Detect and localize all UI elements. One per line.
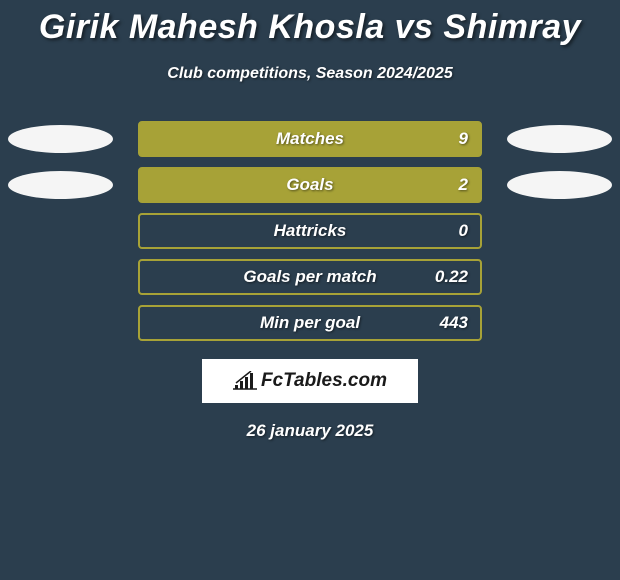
logo-box: FcTables.com bbox=[202, 359, 418, 403]
stat-label: Goals bbox=[286, 175, 333, 195]
stat-label: Min per goal bbox=[260, 313, 360, 333]
stat-label: Matches bbox=[276, 129, 344, 149]
stat-value: 2 bbox=[459, 175, 468, 195]
logo-text: FcTables.com bbox=[261, 370, 387, 392]
chart-icon bbox=[233, 371, 257, 391]
stat-row: Goals per match 0.22 bbox=[0, 259, 620, 295]
stat-value: 0 bbox=[459, 221, 468, 241]
date-label: 26 january 2025 bbox=[0, 421, 620, 441]
stat-bar: Goals 2 bbox=[138, 167, 482, 203]
subtitle: Club competitions, Season 2024/2025 bbox=[0, 65, 620, 83]
logo-content: FcTables.com bbox=[233, 370, 387, 392]
ellipse-left bbox=[8, 125, 113, 153]
infographic-container: Girik Mahesh Khosla vs Shimray Club comp… bbox=[0, 0, 620, 441]
stats-list: Matches 9 Goals 2 Hattricks 0 Goals per match 0… bbox=[0, 121, 620, 341]
ellipse-right bbox=[507, 171, 612, 199]
stat-row: Matches 9 bbox=[0, 121, 620, 157]
stat-value: 0.22 bbox=[435, 267, 468, 287]
ellipse-left bbox=[8, 171, 113, 199]
stat-bar: Matches 9 bbox=[138, 121, 482, 157]
stat-value: 443 bbox=[440, 313, 468, 333]
stat-bar: Goals per match 0.22 bbox=[138, 259, 482, 295]
stat-label: Goals per match bbox=[243, 267, 376, 287]
stat-row: Hattricks 0 bbox=[0, 213, 620, 249]
stat-bar: Min per goal 443 bbox=[138, 305, 482, 341]
stat-row: Min per goal 443 bbox=[0, 305, 620, 341]
stat-value: 9 bbox=[459, 129, 468, 149]
ellipse-right bbox=[507, 125, 612, 153]
stat-bar: Hattricks 0 bbox=[138, 213, 482, 249]
stat-row: Goals 2 bbox=[0, 167, 620, 203]
stat-label: Hattricks bbox=[274, 221, 347, 241]
page-title: Girik Mahesh Khosla vs Shimray bbox=[0, 8, 620, 47]
